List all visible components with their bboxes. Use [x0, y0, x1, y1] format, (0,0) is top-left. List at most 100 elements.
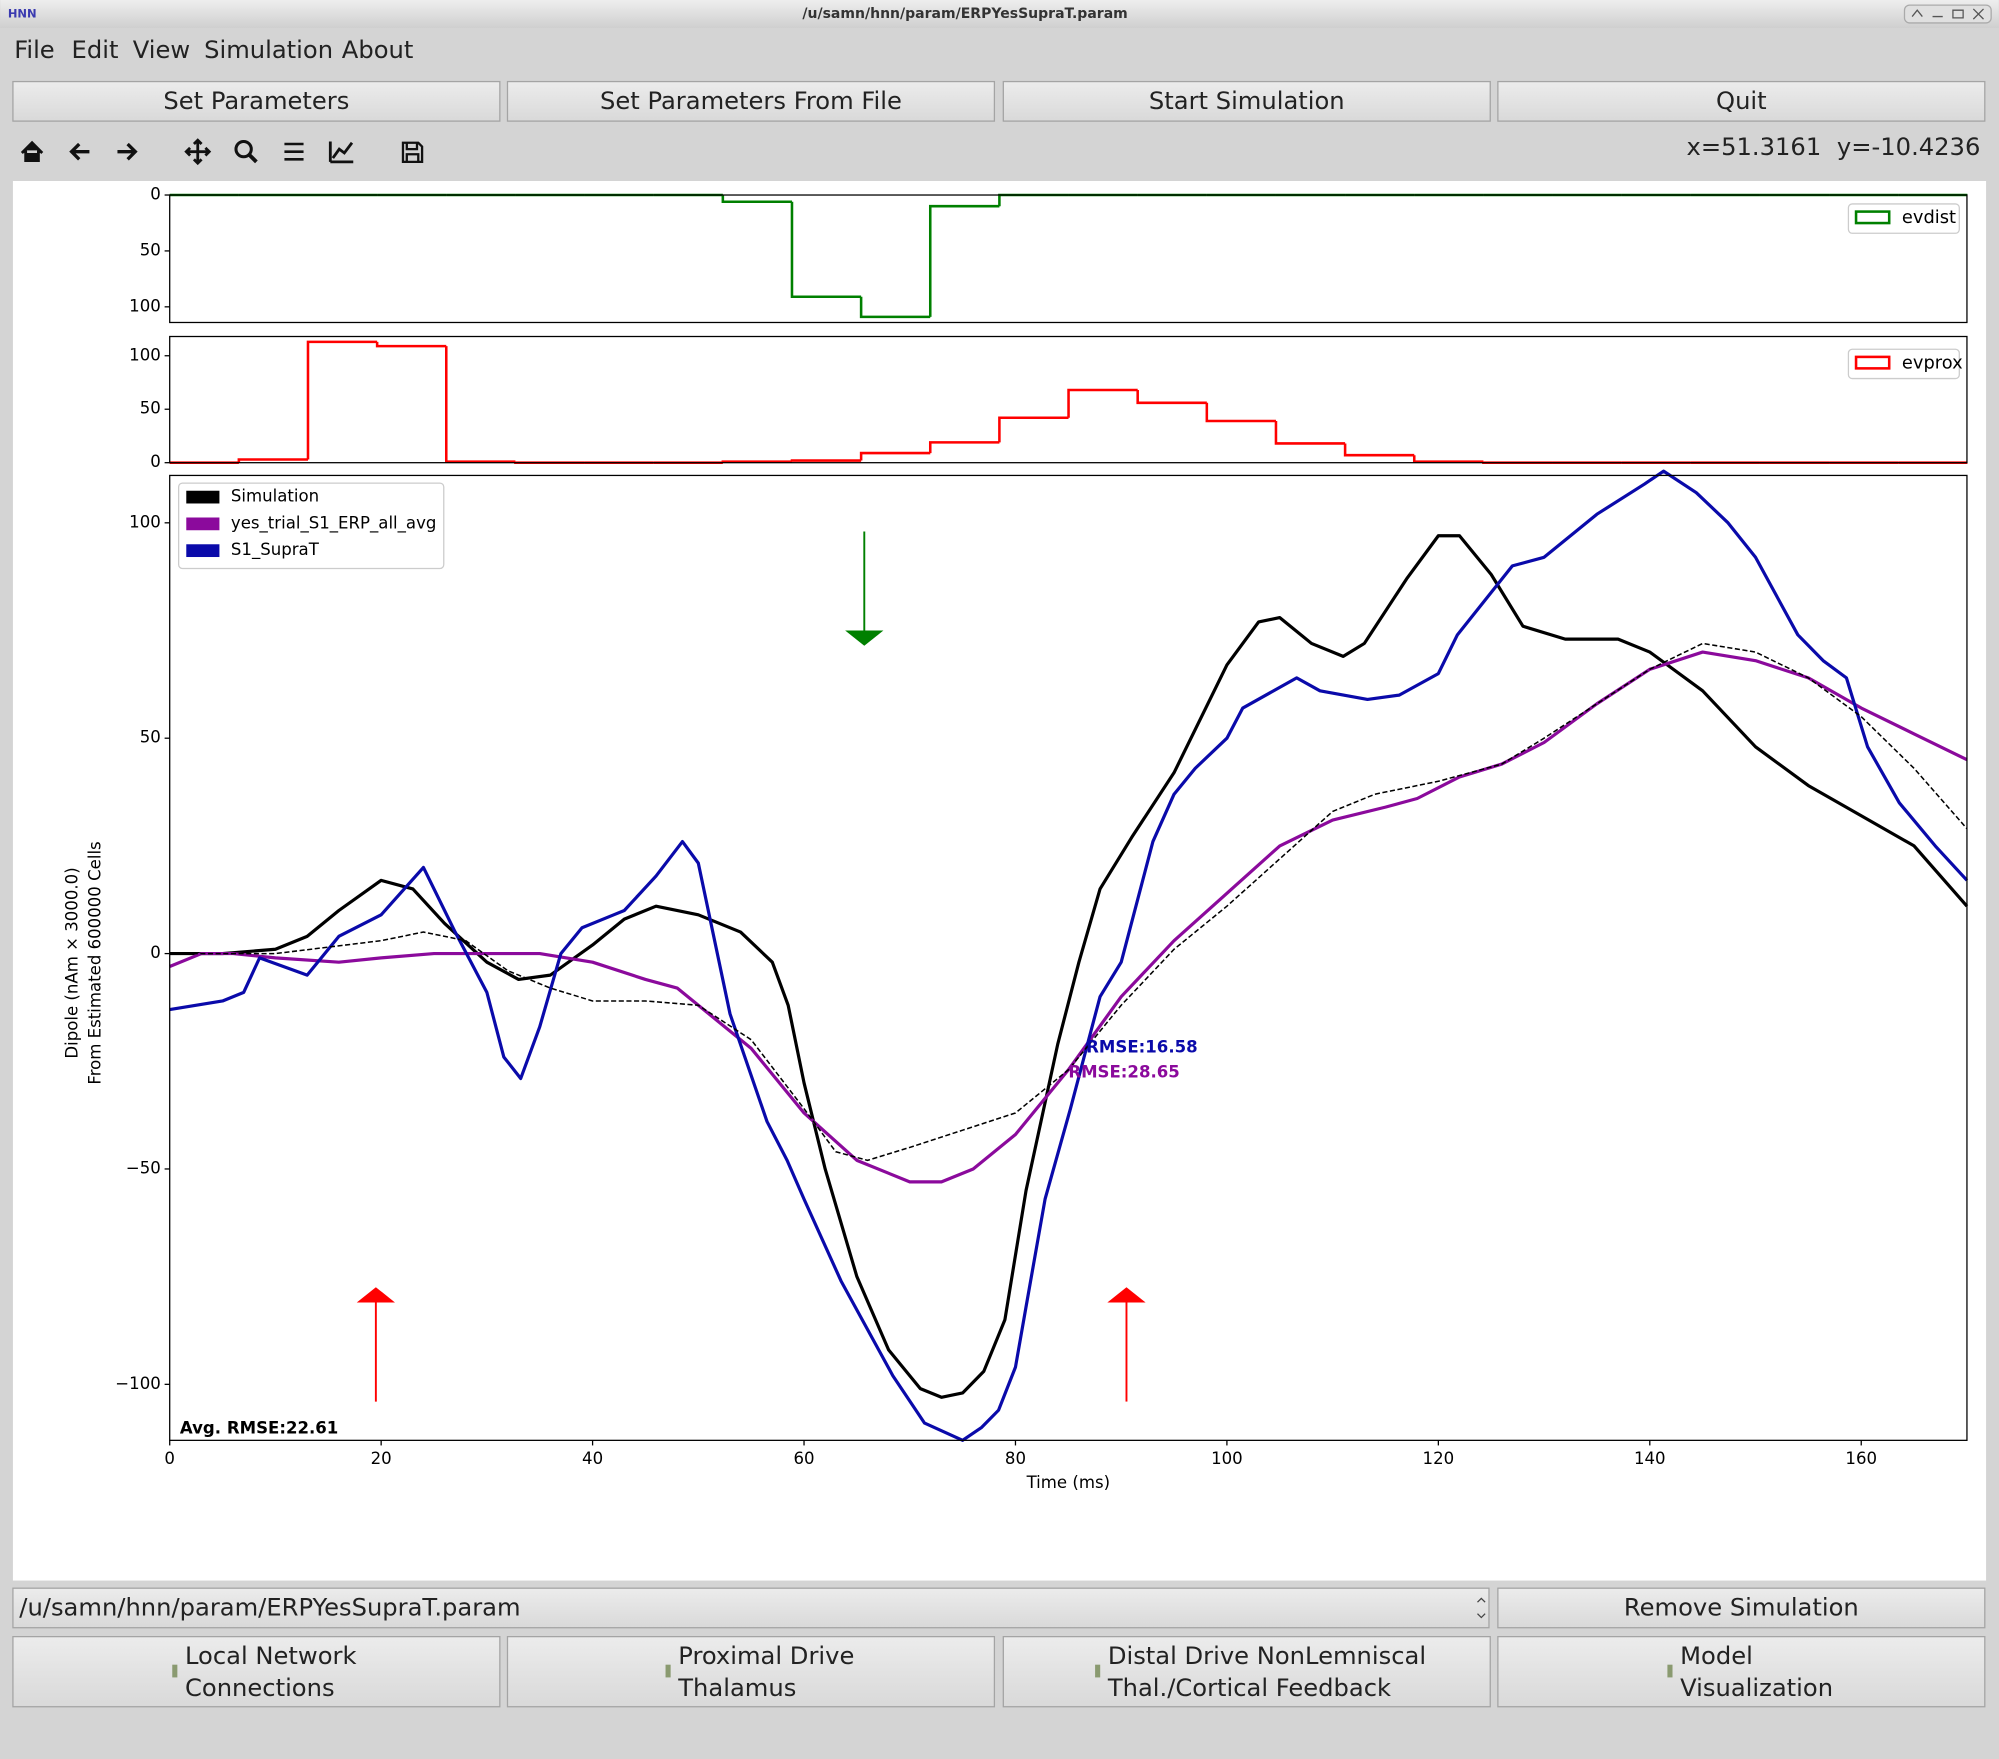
x-tick-label: 120 [1423, 1449, 1455, 1468]
histogram-bar [1136, 389, 1207, 405]
panel-icon [665, 1664, 671, 1678]
panel-icon [1667, 1664, 1673, 1678]
panel-button-label: Thal./Cortical Feedback [1107, 1674, 1391, 1702]
histogram-bar [721, 195, 792, 204]
panel-button-label: Connections [185, 1674, 335, 1702]
x-tick-label: 40 [582, 1449, 603, 1468]
panel-button-label: Visualization [1680, 1674, 1833, 1702]
drive-arrow-head [845, 630, 884, 646]
histogram-bar [790, 459, 862, 462]
forward-icon[interactable] [117, 142, 138, 161]
histogram-bar [859, 451, 931, 461]
panel-button[interactable] [12, 1635, 501, 1708]
legend-label: S1_SupraT [231, 540, 320, 560]
y-tick-label: 50 [140, 240, 161, 259]
histogram-bar [444, 346, 516, 463]
legend-label: Simulation [231, 487, 319, 506]
panel-button-label: Model [1680, 1642, 1753, 1670]
x-tick-label: 80 [1005, 1449, 1026, 1468]
home-icon[interactable] [20, 140, 44, 163]
y-tick-label: 0 [150, 452, 161, 471]
legend-swatch [186, 517, 220, 531]
back-icon[interactable] [69, 142, 90, 161]
pan-icon[interactable] [184, 138, 212, 166]
remove-simulation-label: Remove Simulation [1624, 1594, 1859, 1622]
histogram-bar [928, 204, 1000, 317]
legend-swatch [1854, 355, 1891, 370]
y-tick-label: 100 [129, 512, 161, 531]
x-tick-label: 60 [793, 1449, 814, 1468]
y-axis-label: From Estimated 600000 Cells [85, 841, 104, 1084]
histogram-bar [237, 458, 308, 463]
panel-icon [1095, 1664, 1101, 1678]
file-select-text: /u/samn/hnn/param/ERPYesSupraT.param [19, 1594, 520, 1622]
toolbar-button-label: Set Parameters From File [600, 87, 902, 115]
menu-item[interactable]: View [133, 36, 190, 64]
panel-button-label: Local Network [185, 1642, 356, 1670]
title-bar [0, 0, 1999, 29]
toolbar: x=51.3161 y=-10.4236 [20, 133, 1980, 166]
panel-button-label: Thalamus [677, 1674, 796, 1702]
cursor-y: y=-10.4236 [1837, 133, 1980, 161]
x-tick-label: 140 [1634, 1449, 1666, 1468]
combo-arrows [1477, 1597, 1486, 1619]
x-tick-label: 20 [371, 1449, 392, 1468]
toolbar-button[interactable] [1497, 80, 1986, 122]
edit-axis-icon[interactable] [328, 141, 354, 164]
menu-item[interactable]: Simulation [204, 36, 333, 64]
histogram-bar [375, 341, 447, 348]
legend-swatch [186, 490, 220, 504]
remove-simulation-button[interactable] [1497, 1587, 1986, 1629]
series-line [169, 469, 1969, 1442]
window-controls [1903, 4, 1992, 24]
toolbar-button[interactable] [1002, 80, 1491, 122]
histogram-bar [306, 340, 378, 460]
histogram-bar [1274, 420, 1346, 445]
histogram-bar [928, 441, 1000, 454]
y-tick-label: 50 [140, 399, 161, 418]
menu-item[interactable]: Edit [72, 36, 119, 64]
rmse-annotation: RMSE:16.58 [1086, 1037, 1197, 1056]
axes-frame [169, 194, 1968, 324]
panel-icon [172, 1664, 178, 1678]
legend-swatch [1854, 210, 1891, 225]
panel-button[interactable] [506, 1635, 996, 1708]
window-title: /u/samn/hnn/param/ERPYesSupraT.param [802, 6, 1127, 22]
histogram-bar [1205, 402, 1276, 423]
menu-item[interactable]: File [14, 36, 55, 64]
axes-frame [169, 474, 1968, 1441]
series-line [169, 534, 1969, 1399]
menu-item[interactable]: About [342, 36, 414, 64]
y-tick-label: 50 [140, 728, 161, 747]
legend-label: evprox [1902, 352, 1963, 373]
panel-button-label: Proximal Drive [678, 1642, 854, 1670]
y-tick-label: 100 [129, 345, 161, 364]
y-tick-label: −50 [126, 1158, 161, 1177]
x-tick-label: 100 [1211, 1449, 1243, 1468]
drive-arrow-head [356, 1287, 395, 1303]
y-tick-label: 100 [129, 296, 161, 315]
file-select[interactable] [12, 1587, 1490, 1629]
toolbar-button-label: Set Parameters [163, 87, 349, 115]
window-control-box[interactable] [1903, 4, 1992, 24]
panel-button-label: Distal Drive NonLemniscal [1108, 1642, 1426, 1670]
drive-arrow-head [1107, 1287, 1146, 1303]
plot-canvas [12, 180, 1987, 1581]
panel-button[interactable] [1002, 1635, 1491, 1708]
zoom-handle [247, 152, 258, 164]
zoom-icon[interactable] [234, 139, 253, 159]
toolbar-button[interactable] [12, 80, 501, 122]
save-icon[interactable] [401, 141, 424, 164]
y-tick-label: −100 [115, 1374, 161, 1393]
legend-label: evdist [1902, 207, 1956, 228]
axes-frame [169, 335, 1968, 464]
configure-icon[interactable] [284, 142, 304, 161]
legend-swatch [186, 544, 220, 558]
histogram-bar [1412, 455, 1484, 463]
toolbar-button-label: Start Simulation [1149, 87, 1345, 115]
panel-button[interactable] [1497, 1635, 1986, 1708]
toolbar-button[interactable] [506, 80, 996, 122]
toolbar-button-label: Quit [1716, 87, 1767, 115]
